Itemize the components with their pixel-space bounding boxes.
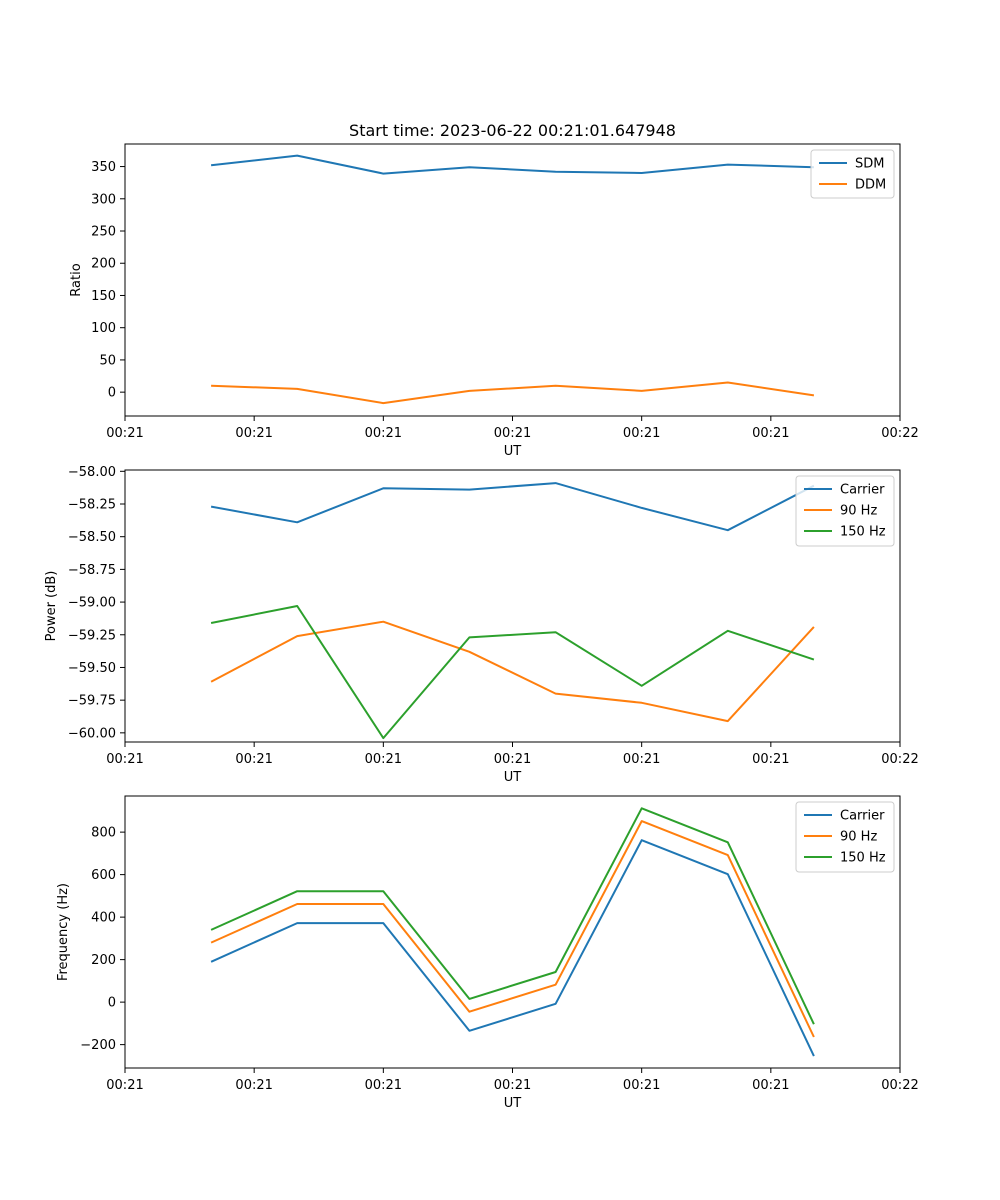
legend: SDM DDM: [810, 149, 895, 199]
y-tick-label: −58.00: [68, 465, 116, 480]
y-axis-label: Power (dB): [44, 571, 59, 642]
legend: Carrier 90 Hz 150 Hz: [795, 801, 895, 873]
plot-area: [125, 470, 900, 742]
chart-ratio: 00:21 00:21 00:21 00:21 00:21 00:21 00:22 0 50 10…: [69, 143, 919, 459]
x-tick-label: 00:21: [106, 426, 143, 441]
x-tick-label: 00:21: [365, 426, 402, 441]
legend-entry-label: 90 Hz: [840, 830, 877, 845]
y-tick-label: −59.25: [68, 628, 116, 643]
plot-area: [125, 796, 900, 1068]
chart-power: 00:21 00:21 00:21 00:21 00:21 00:21 00:22 −60.0…: [44, 465, 919, 785]
y-tick-label: 200: [91, 953, 116, 968]
legend-box: [795, 475, 895, 547]
x-tick-label: 00:21: [235, 752, 272, 767]
plot-area: [125, 144, 900, 416]
y-tick-label: −58.75: [68, 563, 116, 578]
y-tick-label: 0: [108, 386, 116, 401]
y-tick-label: −58.50: [68, 530, 116, 545]
y-tick-label: −59.75: [68, 694, 116, 709]
y-tick-label: 600: [91, 868, 116, 883]
x-tick-label: 00:21: [752, 752, 789, 767]
legend-box: [795, 801, 895, 873]
y-axis-label: Ratio: [69, 263, 84, 296]
x-tick-label: 00:21: [623, 426, 660, 441]
y-tick-label: 350: [91, 160, 116, 175]
y-tick-label: 300: [91, 192, 116, 207]
series-line-150-hz: [210, 807, 815, 1025]
y-tick-label: 50: [99, 353, 116, 368]
series-line-90-hz: [210, 620, 815, 723]
y-axis-label: Frequency (Hz): [56, 883, 71, 981]
x-tick-label: 00:21: [365, 752, 402, 767]
legend-entry-label: Carrier: [840, 809, 885, 824]
legend-entry-label: SDM: [855, 157, 884, 172]
y-tick-label: −59.50: [68, 661, 116, 676]
chart-frequency: 00:21 00:21 00:21 00:21 00:21 00:21 00:22 −200 0…: [56, 795, 919, 1111]
legend-entry-label: Carrier: [840, 483, 885, 498]
x-tick-label: 00:22: [881, 426, 918, 441]
x-tick-label: 00:21: [235, 426, 272, 441]
legend-entry-label: 150 Hz: [840, 851, 886, 866]
y-tick-label: −59.00: [68, 596, 116, 611]
legend-entry-label: DDM: [855, 178, 886, 193]
y-tick-label: 200: [91, 257, 116, 272]
series-line-carrier: [210, 482, 815, 532]
legend-entry-label: 150 Hz: [840, 525, 886, 540]
x-tick-label: 00:22: [881, 1078, 918, 1093]
x-tick-label: 00:21: [365, 1078, 402, 1093]
y-tick-label: 100: [91, 321, 116, 336]
series-line-90-hz: [210, 820, 815, 1038]
y-tick-label: −60.00: [68, 726, 116, 741]
x-tick-label: 00:21: [494, 426, 531, 441]
y-tick-label: 400: [91, 911, 116, 926]
x-tick-label: 00:21: [494, 1078, 531, 1093]
legend-entry-label: 90 Hz: [840, 504, 877, 519]
x-tick-label: 00:21: [752, 1078, 789, 1093]
x-tick-label: 00:21: [494, 752, 531, 767]
series-line-ddm: [211, 381, 815, 405]
x-axis-label: UT: [504, 1096, 522, 1111]
series-line-150-hz: [210, 605, 815, 740]
y-tick-label: 150: [91, 289, 116, 304]
x-axis-label: UT: [504, 444, 522, 459]
y-tick-label: 800: [91, 826, 116, 841]
y-tick-label: 0: [108, 996, 116, 1011]
legend: Carrier 90 Hz 150 Hz: [795, 475, 895, 547]
x-axis-label: UT: [504, 770, 522, 785]
x-tick-label: 00:21: [623, 1078, 660, 1093]
y-tick-label: −200: [80, 1038, 116, 1053]
x-tick-label: 00:21: [106, 1078, 143, 1093]
y-tick-label: −58.25: [68, 498, 116, 513]
x-tick-label: 00:22: [881, 752, 918, 767]
y-tick-label: 250: [91, 225, 116, 240]
series-line-sdm: [210, 154, 814, 175]
x-tick-label: 00:21: [752, 426, 789, 441]
x-tick-label: 00:21: [623, 752, 660, 767]
x-tick-label: 00:21: [235, 1078, 272, 1093]
series-line-carrier: [210, 839, 815, 1057]
figure-title: Start time: 2023-06-22 00:21:01.647948: [349, 121, 676, 140]
x-tick-label: 00:21: [106, 752, 143, 767]
